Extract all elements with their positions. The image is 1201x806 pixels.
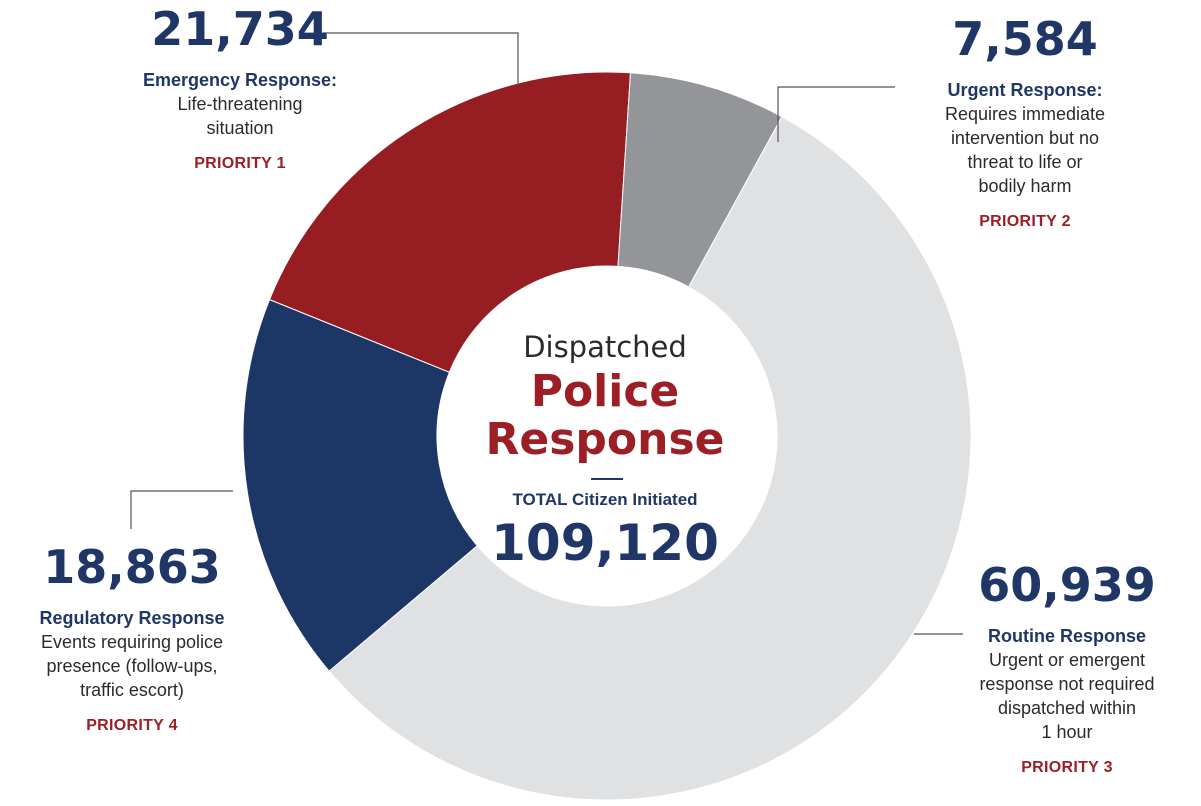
title-emergency: Emergency Response: bbox=[142, 70, 338, 90]
title-regulatory: Regulatory Response bbox=[39, 608, 225, 628]
desc-routine-3: dispatched within bbox=[997, 698, 1137, 718]
priority-urgent: PRIORITY 2 bbox=[979, 213, 1071, 230]
slice-label-regulatory: 18,863 Regulatory Response Events requir… bbox=[0, 542, 264, 736]
center-response: Response bbox=[485, 414, 725, 465]
donut-hole bbox=[437, 266, 777, 606]
desc-regulatory-2: presence (follow-ups, bbox=[46, 656, 218, 676]
desc-routine-1: Urgent or emergent bbox=[988, 650, 1146, 670]
desc-urgent-3: threat to life or bbox=[967, 152, 1083, 172]
center-total-label: TOTAL Citizen Initiated bbox=[512, 490, 698, 509]
value-urgent: 7,584 bbox=[952, 12, 1098, 66]
leader-line-emergency bbox=[323, 32, 519, 85]
priority-routine: PRIORITY 3 bbox=[1021, 759, 1113, 776]
priority-regulatory: PRIORITY 4 bbox=[86, 717, 178, 734]
desc-regulatory-3: traffic escort) bbox=[80, 680, 184, 700]
desc-routine-4: 1 hour bbox=[1041, 722, 1093, 742]
center-divider bbox=[591, 478, 623, 480]
desc-urgent-4: bodily harm bbox=[978, 176, 1072, 196]
slice-label-routine: 60,939 Routine Response Urgent or emerge… bbox=[935, 560, 1199, 778]
priority-emergency: PRIORITY 1 bbox=[194, 155, 286, 172]
title-routine: Routine Response bbox=[987, 626, 1147, 646]
center-total-value: 109,120 bbox=[491, 514, 719, 572]
value-emergency: 21,734 bbox=[151, 2, 329, 56]
slice-label-urgent: 7,584 Urgent Response: Requires immediat… bbox=[890, 14, 1160, 232]
slice-label-emergency: 21,734 Emergency Response: Life-threaten… bbox=[60, 4, 420, 174]
leader-lines bbox=[130, 32, 963, 635]
value-regulatory: 18,863 bbox=[43, 540, 221, 594]
desc-emergency-1: Life-threatening bbox=[177, 94, 303, 114]
donut-slices bbox=[242, 71, 972, 801]
desc-emergency-2: situation bbox=[206, 118, 274, 138]
value-routine: 60,939 bbox=[978, 558, 1156, 612]
leader-line-urgent bbox=[777, 86, 895, 142]
leader-line-regulatory bbox=[130, 490, 233, 529]
center-police: Police bbox=[530, 366, 680, 417]
desc-regulatory-1: Events requiring police bbox=[40, 632, 224, 652]
desc-routine-2: response not required bbox=[979, 674, 1155, 694]
desc-urgent-2: intervention but no bbox=[950, 128, 1100, 148]
center-dispatched: Dispatched bbox=[523, 330, 687, 364]
title-urgent: Urgent Response: bbox=[947, 80, 1103, 100]
desc-urgent-1: Requires immediate bbox=[944, 104, 1106, 124]
